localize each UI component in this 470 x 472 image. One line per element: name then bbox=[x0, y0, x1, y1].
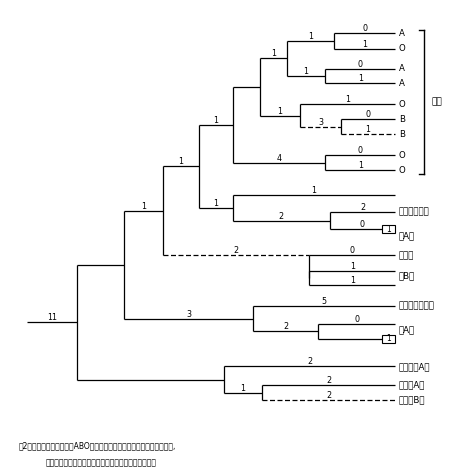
Text: 0: 0 bbox=[366, 110, 371, 119]
Text: 3: 3 bbox=[186, 310, 191, 319]
Text: O: O bbox=[399, 100, 406, 109]
Text: 2: 2 bbox=[279, 211, 284, 220]
Text: （B）: （B） bbox=[399, 272, 415, 281]
Text: （A）: （A） bbox=[399, 325, 415, 334]
Text: オランウータン: オランウータン bbox=[399, 302, 435, 311]
Text: ヒヒ（A）: ヒヒ（A） bbox=[399, 380, 425, 389]
Text: A: A bbox=[399, 64, 405, 73]
Text: 1: 1 bbox=[345, 95, 350, 104]
Text: 1: 1 bbox=[362, 40, 367, 49]
Text: 2: 2 bbox=[326, 391, 331, 400]
Text: 0: 0 bbox=[358, 146, 363, 155]
Text: 5: 5 bbox=[321, 297, 327, 306]
Text: A: A bbox=[399, 79, 405, 88]
Text: 0: 0 bbox=[354, 315, 360, 324]
Text: 1: 1 bbox=[308, 32, 313, 41]
Text: 2: 2 bbox=[360, 203, 365, 212]
Text: 0: 0 bbox=[358, 59, 363, 68]
Text: 4: 4 bbox=[276, 154, 282, 163]
Text: 1: 1 bbox=[213, 199, 219, 208]
Text: 3: 3 bbox=[318, 118, 323, 127]
Text: 1: 1 bbox=[386, 334, 391, 343]
Text: ゴリラ: ゴリラ bbox=[399, 251, 414, 260]
Text: B: B bbox=[399, 115, 405, 124]
Text: 0: 0 bbox=[360, 220, 365, 229]
Text: O: O bbox=[399, 166, 406, 175]
Text: 1: 1 bbox=[178, 157, 183, 166]
Text: 1: 1 bbox=[271, 50, 276, 59]
Text: 1: 1 bbox=[358, 161, 363, 170]
Text: 0: 0 bbox=[362, 25, 367, 34]
Text: 1: 1 bbox=[278, 107, 282, 116]
Text: （A）: （A） bbox=[399, 231, 415, 241]
Text: チンパンジー: チンパンジー bbox=[399, 208, 430, 217]
Text: 1: 1 bbox=[358, 75, 363, 84]
Text: 2: 2 bbox=[307, 357, 312, 366]
Bar bbox=[382, 335, 395, 343]
Text: 11: 11 bbox=[47, 313, 57, 322]
Text: 0: 0 bbox=[350, 246, 355, 255]
Text: 1: 1 bbox=[386, 225, 391, 234]
Text: A: A bbox=[399, 29, 405, 38]
Text: 図2　ヒトを含む霊長類のABO式血液型遺伝子の系統樹　図中の数字は,: 図2 ヒトを含む霊長類のABO式血液型遺伝子の系統樹 図中の数字は, bbox=[18, 442, 176, 451]
Text: それぞれの進化の枝で生じた塩基置換数を表している: それぞれの進化の枝で生じた塩基置換数を表している bbox=[46, 458, 157, 467]
Text: 1: 1 bbox=[350, 261, 355, 271]
Text: 1: 1 bbox=[141, 202, 146, 211]
Text: 1: 1 bbox=[304, 67, 309, 76]
Text: 1: 1 bbox=[240, 384, 245, 393]
Text: B: B bbox=[399, 130, 405, 139]
Text: 2: 2 bbox=[326, 376, 331, 385]
Text: 1: 1 bbox=[366, 125, 371, 134]
Text: 2: 2 bbox=[283, 322, 288, 331]
Text: 2: 2 bbox=[234, 246, 239, 255]
Text: O: O bbox=[399, 44, 406, 53]
Text: 1: 1 bbox=[312, 186, 316, 195]
Text: 1: 1 bbox=[213, 116, 219, 125]
Bar bbox=[382, 225, 395, 233]
Text: O: O bbox=[399, 151, 406, 160]
Text: ヒヒ（B）: ヒヒ（B） bbox=[399, 396, 425, 405]
Text: 1: 1 bbox=[350, 276, 355, 285]
Text: マカク（A）: マカク（A） bbox=[399, 362, 431, 371]
Text: ヒト: ヒト bbox=[431, 97, 442, 106]
